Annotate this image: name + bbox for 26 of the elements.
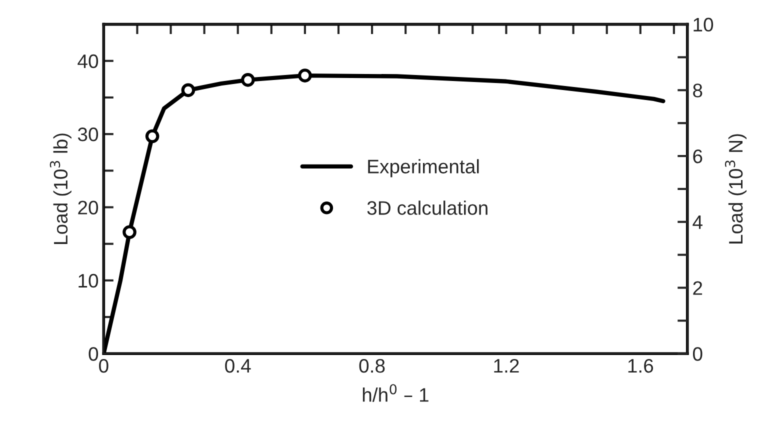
x-tick-label: 0 (99, 358, 108, 373)
y-tick-label: 40 (78, 54, 98, 68)
y-tick-label: 20 (78, 200, 98, 214)
y2-tick-label: 0 (692, 347, 702, 361)
point (241, 73, 255, 87)
y-tick-label: 30 (78, 128, 98, 142)
y-tick-label: 10 (78, 274, 98, 288)
y2-axis-title: Load (10$^{3}$ N) (724, 134, 747, 244)
point (145, 129, 160, 144)
x-tick-label: 1.2 (494, 358, 519, 373)
y-axis-title: Load (10$^{3}$ lb) (50, 134, 72, 244)
y2-tick-label: 4 (692, 216, 702, 229)
x-tick-label: 0.4 (225, 358, 251, 373)
x-axis-title: h/h$^{0}$ – 1 (362, 384, 428, 402)
y2-tick-label: 10 (694, 18, 714, 32)
point (181, 83, 196, 98)
y-tick-label: 0 (88, 347, 98, 361)
y2-tick-label: 2 (693, 281, 702, 295)
point (298, 68, 312, 82)
x-tick-label: 1.6 (628, 358, 654, 373)
legend-label: 3D calculation (367, 200, 488, 215)
x-tick-label: 0.8 (359, 358, 385, 373)
y2-tick-label: 8 (693, 84, 702, 98)
y2-tick-label: 6 (693, 149, 702, 164)
point (122, 225, 136, 240)
legend-label: Experimental (368, 159, 479, 178)
